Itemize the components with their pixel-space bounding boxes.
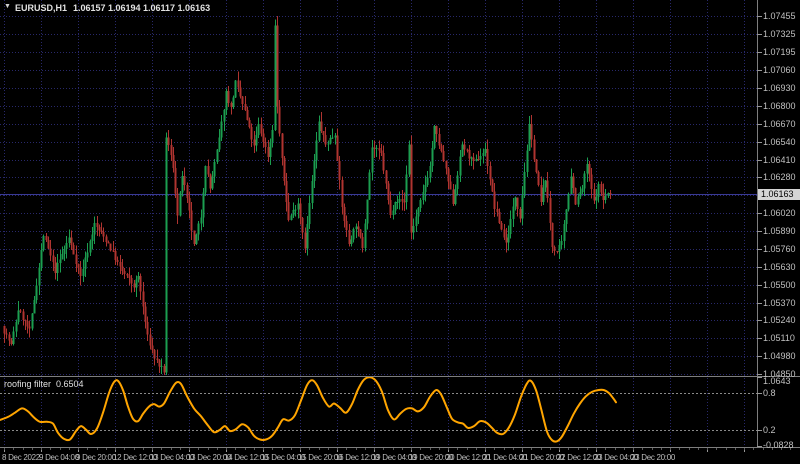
chart-symbol-label: EURUSD,H1 xyxy=(14,3,67,13)
grid-lines xyxy=(0,0,757,447)
axis-ticks xyxy=(4,16,762,452)
bid-price-box: 1.06163 xyxy=(758,189,800,200)
indicator-name-label: roofing filter xyxy=(4,379,52,389)
symbol-dropdown-icon[interactable]: ▼ xyxy=(4,3,11,10)
indicator-value-label: 0.6504 xyxy=(56,379,84,389)
pane-separators xyxy=(0,0,800,448)
roofing-filter-line xyxy=(0,377,617,443)
chart-ohlc-label: 1.06157 1.06194 1.06117 1.06163 xyxy=(72,3,211,13)
indicator-level-lines xyxy=(0,393,757,431)
axis-minor-ticks xyxy=(4,448,791,450)
indicator-label: roofing filter 0.6504 xyxy=(4,379,84,389)
chart-title: ▼ EURUSD,H1 1.06157 1.06194 1.06117 1.0616… xyxy=(4,3,210,13)
candlestick-series xyxy=(3,16,612,375)
